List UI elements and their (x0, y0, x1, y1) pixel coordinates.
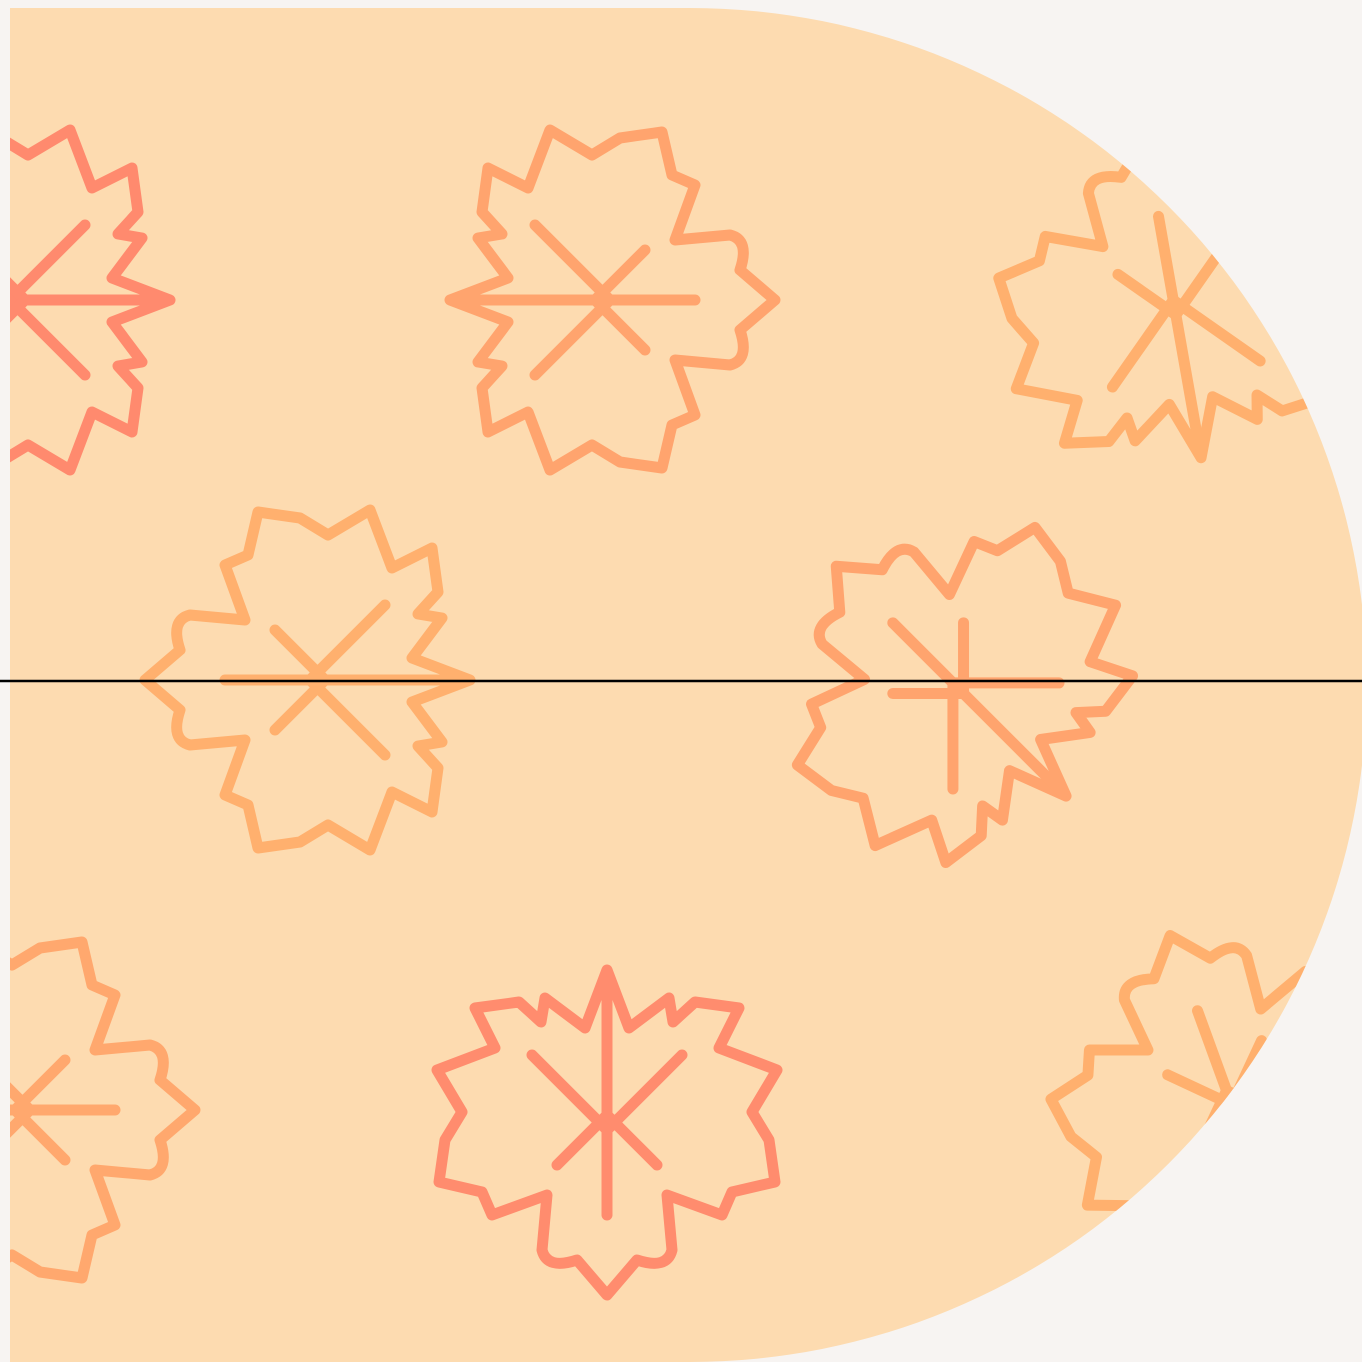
background-shape (10, 8, 1362, 1362)
